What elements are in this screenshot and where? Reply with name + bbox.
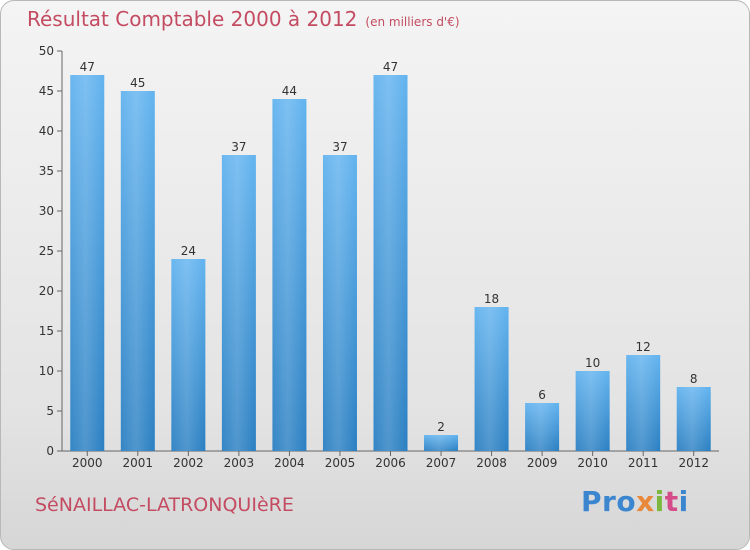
y-tick-label: 10 (39, 364, 54, 378)
bar-shine (525, 403, 560, 451)
y-tick-label: 30 (39, 204, 54, 218)
x-tick-label: 2003 (224, 456, 255, 470)
x-tick-label: 2007 (426, 456, 457, 470)
logo-letter-i2: i (678, 485, 689, 518)
bar-shine (575, 371, 610, 451)
logo-letter-i: i (654, 485, 665, 518)
logo-letter-x: x (636, 485, 655, 518)
value-label: 47 (383, 60, 398, 74)
commune-name: SéNAILLAC-LATRONQUIèRE (35, 494, 294, 516)
y-tick-label: 5 (46, 404, 54, 418)
x-tick-label: 2006 (375, 456, 406, 470)
value-label: 18 (484, 292, 499, 306)
x-tick-label: 2010 (577, 456, 608, 470)
value-label: 24 (181, 244, 196, 258)
axes: 0 5 10 15 20 25 30 35 40 45 50 (39, 44, 719, 458)
bar-shine (373, 75, 408, 451)
value-label: 6 (538, 388, 546, 402)
proxiti-logo: Proxiti (581, 485, 689, 518)
value-label: 37 (231, 140, 246, 154)
bar-shine (221, 155, 256, 451)
y-tick-label: 40 (39, 124, 54, 138)
bar-shine (120, 91, 155, 451)
bar-shine (322, 155, 357, 451)
value-label: 47 (80, 60, 95, 74)
x-tick-label: 2005 (325, 456, 356, 470)
value-label: 37 (332, 140, 347, 154)
x-tick-label: 2001 (123, 456, 154, 470)
value-label: 12 (636, 340, 651, 354)
bar-shine (676, 387, 711, 451)
x-tick-label: 2012 (678, 456, 709, 470)
y-tick-label: 15 (39, 324, 54, 338)
value-label: 45 (130, 76, 145, 90)
logo-letters-pro: Pro (581, 485, 637, 518)
x-tick-label: 2002 (173, 456, 204, 470)
y-tick-label: 20 (39, 284, 54, 298)
chart-title: Résultat Comptable 2000 à 2012 (en millie… (27, 7, 460, 31)
bar-shine (171, 259, 206, 451)
value-label: 8 (690, 372, 698, 386)
y-tick-label: 50 (39, 44, 54, 58)
bar-shine (70, 75, 105, 451)
x-tick-label: 2008 (476, 456, 507, 470)
x-tick-label: 2004 (274, 456, 305, 470)
y-tick-label: 25 (39, 244, 54, 258)
y-tick-label: 35 (39, 164, 54, 178)
y-tick-label: 0 (46, 444, 54, 458)
logo-letter-t: t (664, 485, 679, 518)
bar-shine (626, 355, 661, 451)
chart-subtitle: (en milliers d'€) (365, 15, 460, 29)
x-tick-label: 2011 (628, 456, 659, 470)
bar-shine (474, 307, 509, 451)
labels: 47 2000 45 2001 24 2002 37 2003 44 2004 37 2005 47 20… (72, 60, 709, 470)
bar-shine (272, 99, 307, 451)
bar-shine (424, 435, 459, 451)
value-label: 2 (437, 420, 445, 434)
value-label: 10 (585, 356, 600, 370)
x-tick-label: 2000 (72, 456, 103, 470)
y-tick-label: 45 (39, 84, 54, 98)
x-tick-label: 2009 (527, 456, 558, 470)
bars (70, 75, 711, 451)
value-label: 44 (282, 84, 297, 98)
